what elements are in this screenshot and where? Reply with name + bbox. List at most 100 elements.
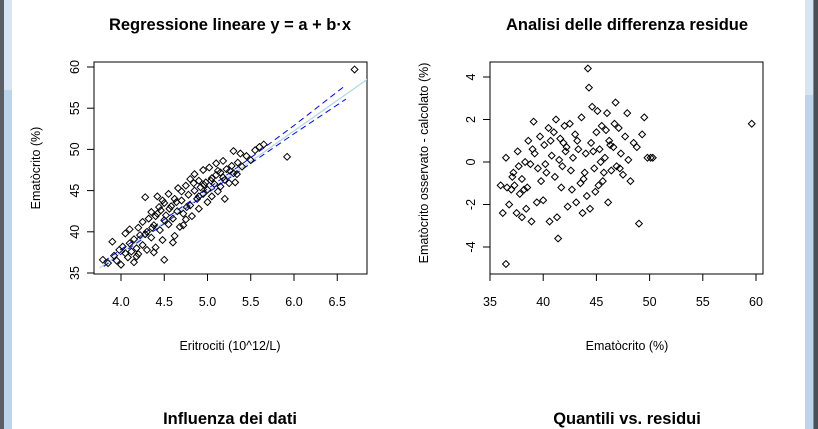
- data-point: [573, 136, 582, 145]
- data-point: [184, 190, 193, 199]
- data-point: [646, 153, 655, 162]
- data-point: [541, 160, 550, 169]
- window-frame-edge: [813, 0, 814, 429]
- data-point: [170, 194, 179, 203]
- data-point: [203, 198, 212, 207]
- data-point: [141, 230, 150, 239]
- data-point: [142, 245, 152, 255]
- data-point: [602, 109, 612, 118]
- data-point: [562, 143, 571, 152]
- y-tick-label: 50: [68, 142, 82, 156]
- data-point: [179, 209, 188, 218]
- data-point: [597, 121, 606, 130]
- data-point: [574, 145, 583, 154]
- data-point: [596, 157, 605, 167]
- data-point: [640, 113, 649, 122]
- data-point: [148, 223, 157, 232]
- data-point: [190, 170, 199, 179]
- data-point: [557, 183, 566, 192]
- data-point: [632, 143, 641, 152]
- data-point: [592, 128, 601, 137]
- x-tick-label: 50: [643, 295, 657, 309]
- quantiles-title: Quantili vs. residui: [553, 410, 701, 428]
- data-point: [173, 184, 183, 193]
- data-point: [526, 160, 535, 169]
- data-point: [618, 170, 628, 179]
- y-tick-label: 55: [68, 101, 82, 115]
- data-point: [648, 153, 657, 162]
- data-point: [556, 134, 565, 143]
- data-point: [233, 158, 242, 167]
- data-point: [98, 255, 107, 264]
- data-point: [517, 174, 527, 184]
- data-point: [108, 237, 117, 246]
- data-point: [638, 130, 647, 139]
- data-point: [142, 227, 152, 236]
- data-point: [515, 189, 524, 198]
- x-tick-label: 55: [696, 295, 710, 309]
- data-point: [153, 209, 162, 218]
- data-point: [236, 149, 245, 158]
- data-point: [623, 109, 632, 118]
- data-point: [579, 174, 588, 184]
- data-point: [181, 181, 190, 190]
- data-point: [555, 155, 564, 164]
- data-point: [519, 185, 529, 194]
- residuals-panel: Analisi delle differenza residue -4 -2 0 2 4…: [417, 16, 764, 353]
- data-point: [559, 138, 568, 147]
- x-tick-label: 6.0: [285, 295, 302, 309]
- data-point: [194, 204, 203, 213]
- data-point: [199, 189, 208, 199]
- data-point: [517, 213, 527, 222]
- data-point: [193, 194, 202, 203]
- data-point: [552, 213, 562, 222]
- data-point: [547, 151, 556, 160]
- data-point: [125, 239, 134, 248]
- data-point: [501, 259, 511, 269]
- data-point: [615, 164, 624, 173]
- data-point: [496, 181, 505, 190]
- regression-panel: Regressione lineare y = a + b·x 35 40 45 50…: [29, 16, 368, 353]
- data-point: [147, 233, 156, 242]
- data-point: [259, 140, 268, 149]
- data-point: [607, 166, 616, 175]
- y-tick-label: 4: [464, 73, 478, 80]
- data-point: [170, 231, 179, 241]
- data-point: [609, 143, 618, 152]
- data-point: [546, 136, 555, 145]
- residuals-y-axis: -4 -2 0 2 4: [464, 73, 491, 253]
- data-point: [220, 175, 229, 184]
- data-point: [149, 248, 158, 257]
- data-point: [196, 183, 205, 192]
- data-point: [501, 153, 511, 162]
- influence-title: Influenza dei dati: [163, 410, 297, 428]
- data-point: [591, 187, 600, 196]
- data-point: [626, 177, 635, 186]
- data-point: [164, 220, 173, 229]
- data-point: [505, 200, 514, 209]
- window-frame-right: [814, 0, 818, 429]
- data-point: [129, 258, 139, 267]
- data-point: [540, 140, 549, 150]
- data-point: [116, 260, 126, 269]
- data-point: [160, 216, 169, 225]
- data-point: [141, 193, 150, 202]
- data-point: [595, 145, 604, 154]
- data-point: [138, 217, 147, 227]
- data-point: [173, 207, 182, 216]
- data-point: [571, 130, 580, 139]
- data-point: [182, 202, 191, 212]
- data-point: [568, 153, 578, 162]
- data-point: [527, 217, 536, 226]
- y-tick-label: 2: [464, 116, 478, 123]
- data-point: [232, 170, 242, 179]
- data-point: [160, 198, 169, 208]
- data-point: [164, 189, 173, 199]
- data-point: [158, 196, 167, 205]
- data-point: [207, 174, 216, 183]
- data-point: [151, 212, 160, 221]
- data-point: [572, 198, 581, 207]
- data-point: [598, 177, 607, 186]
- data-point: [542, 168, 551, 177]
- data-point: [229, 146, 238, 156]
